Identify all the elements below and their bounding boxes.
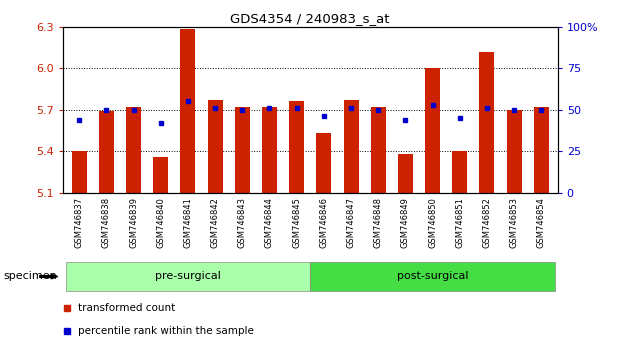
Bar [180,29,196,193]
Bar [99,111,114,193]
Text: GSM746842: GSM746842 [211,197,220,247]
Bar [126,107,141,193]
Text: GSM746837: GSM746837 [74,197,83,248]
Bar [425,68,440,193]
Bar [289,102,304,193]
Text: GSM746853: GSM746853 [510,197,519,248]
Text: transformed count: transformed count [78,303,175,313]
Text: specimen: specimen [3,272,57,281]
Text: GSM746839: GSM746839 [129,197,138,248]
Bar [208,100,222,193]
Text: post-surgical: post-surgical [397,272,469,281]
Text: GSM746847: GSM746847 [347,197,356,248]
Bar [398,154,413,193]
Bar [153,157,168,193]
Bar [506,110,522,193]
Bar [344,100,358,193]
Text: GSM746850: GSM746850 [428,197,437,247]
Text: GSM746848: GSM746848 [374,197,383,248]
Bar [262,107,277,193]
Bar [370,107,386,193]
Text: percentile rank within the sample: percentile rank within the sample [78,326,254,336]
Text: GSM746845: GSM746845 [292,197,301,247]
Title: GDS4354 / 240983_s_at: GDS4354 / 240983_s_at [231,12,390,25]
Bar [534,107,549,193]
Text: GSM746844: GSM746844 [265,197,274,247]
Bar [310,262,555,291]
Text: GSM746843: GSM746843 [238,197,247,248]
Bar [72,152,87,193]
Text: GSM746852: GSM746852 [483,197,492,247]
Text: GSM746846: GSM746846 [319,197,328,248]
Text: pre-surgical: pre-surgical [155,272,221,281]
Text: GSM746849: GSM746849 [401,197,410,247]
Bar [453,152,467,193]
Text: GSM746854: GSM746854 [537,197,546,247]
Bar [65,262,310,291]
Text: GSM746838: GSM746838 [102,197,111,248]
Text: GSM746840: GSM746840 [156,197,165,247]
Text: GSM746851: GSM746851 [455,197,464,247]
Bar [317,133,331,193]
Bar [479,52,494,193]
Bar [235,107,250,193]
Text: GSM746841: GSM746841 [183,197,192,247]
